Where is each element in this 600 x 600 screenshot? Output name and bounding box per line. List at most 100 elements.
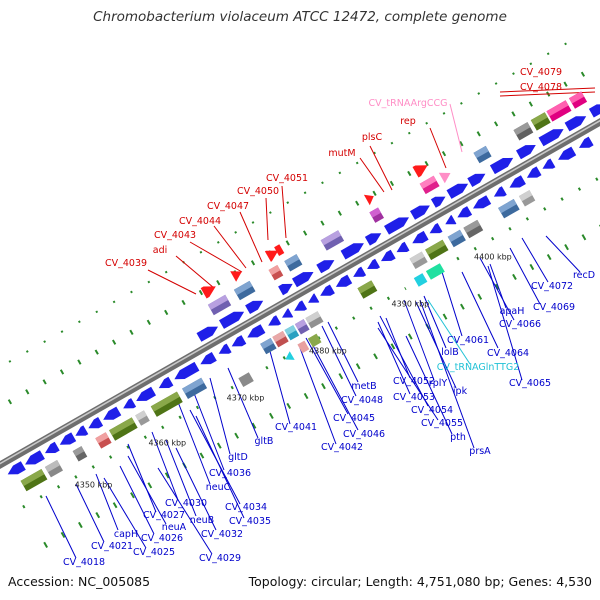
label-leader — [377, 321, 411, 395]
label-leaders — [45, 87, 596, 559]
gc-dot — [321, 181, 324, 185]
cog-box-shade — [498, 199, 517, 214]
gc-skew-track — [7, 42, 600, 548]
cds-arrow — [247, 324, 266, 338]
gc-dot — [563, 81, 568, 87]
label-leader — [265, 197, 269, 241]
label-leader — [449, 103, 463, 153]
cds-arrow — [278, 283, 293, 296]
cog-box — [238, 372, 254, 387]
cog-box-shade — [447, 229, 463, 242]
gc-dot — [130, 290, 133, 294]
cog-box-shade — [135, 410, 147, 421]
cds-arrow — [75, 425, 89, 436]
gc-dot — [372, 190, 377, 197]
gc-dot — [60, 330, 64, 334]
forward-gene-label: CV_4039 — [105, 258, 147, 269]
kbp-tick-label: 4370 kbp — [227, 394, 265, 403]
accession-text: Accession: NC_005085 — [8, 574, 151, 589]
reverse-gene-label: CV_4055 — [421, 418, 463, 429]
gc-dot — [25, 350, 29, 353]
cds-arrow — [200, 352, 217, 365]
gc-dot — [91, 465, 95, 469]
reverse-gene-label: gltD — [228, 452, 248, 463]
cog-box-shade — [268, 265, 281, 276]
cog-box — [413, 273, 428, 287]
rna-box — [274, 244, 285, 256]
cds-arrow — [219, 311, 245, 329]
reverse-gene-label: CV_4052 — [393, 376, 435, 387]
gc-dot — [595, 177, 599, 181]
reverse-gene-label: CV_4034 — [225, 502, 267, 513]
rna-arrow — [412, 165, 428, 178]
gc-dot — [286, 201, 290, 205]
gc-dot — [442, 111, 446, 115]
forward-gene-label: rep — [400, 116, 416, 127]
trna-arrow — [285, 351, 295, 360]
backbone-highlight — [0, 119, 600, 465]
label-leader — [147, 269, 197, 295]
gc-dot — [302, 230, 308, 236]
cds-arrow — [7, 461, 26, 475]
cog-box-shade — [182, 377, 205, 394]
cog-box-shade — [569, 91, 585, 104]
reverse-gene-label: CV_4036 — [209, 468, 251, 479]
cds-arrow — [526, 166, 542, 178]
label-leader — [403, 299, 435, 381]
cds-arrow — [381, 249, 396, 262]
gc-dot — [146, 319, 151, 326]
cds-arrow — [282, 308, 294, 318]
gc-dot — [303, 392, 309, 400]
gc-dot — [164, 270, 168, 274]
reverse-gene-label: CV_4018 — [63, 557, 105, 568]
label-leader — [45, 495, 77, 559]
cds-arrow — [158, 376, 174, 389]
cds-arrow — [88, 417, 104, 429]
cds-arrow — [231, 335, 247, 347]
gc-dot — [22, 504, 26, 509]
reverse-gene-label: prsA — [469, 446, 491, 457]
gc-dot — [111, 339, 117, 345]
gc-dot — [460, 102, 463, 105]
label-leader — [165, 439, 197, 517]
reverse-gene-label: CV_4029 — [199, 553, 241, 564]
label-leader — [177, 401, 211, 485]
gc-dot — [56, 485, 61, 489]
cds-arrow — [516, 145, 536, 160]
reverse-gene-label: CV_4046 — [343, 429, 385, 440]
cds-arrow — [588, 104, 600, 118]
gc-dot — [473, 246, 477, 251]
label-leader — [103, 477, 147, 549]
gc-dot — [216, 240, 220, 244]
label-leader — [227, 367, 259, 439]
cog-box-shade — [284, 325, 297, 336]
gc-dot — [230, 385, 234, 390]
cds-arrow — [430, 196, 446, 208]
gc-dot — [546, 52, 550, 56]
gc-dot — [546, 253, 552, 261]
gc-dot — [43, 541, 49, 548]
label-leader — [489, 263, 507, 309]
gc-dot — [265, 365, 269, 370]
cog-box-shade — [272, 331, 286, 343]
label-leader — [377, 327, 439, 421]
gc-dot — [199, 452, 205, 459]
cds-arrow — [509, 175, 526, 188]
cds-arrow — [467, 173, 486, 187]
reverse-gene-label: CV_4027 — [143, 510, 185, 521]
gc-dot — [477, 92, 481, 95]
rna-arrow — [200, 286, 216, 299]
gc-dot — [494, 82, 498, 85]
label-leader — [545, 235, 581, 273]
gc-dot — [74, 475, 78, 479]
gc-dot — [181, 299, 186, 306]
gc-dot — [425, 121, 429, 125]
feature-track — [7, 91, 600, 492]
gc-dot — [109, 455, 113, 459]
gc-dot — [164, 472, 170, 479]
label-leader — [239, 211, 263, 263]
gc-dot — [338, 373, 344, 380]
gc-dot — [59, 369, 65, 375]
trna-arrow — [438, 172, 451, 184]
